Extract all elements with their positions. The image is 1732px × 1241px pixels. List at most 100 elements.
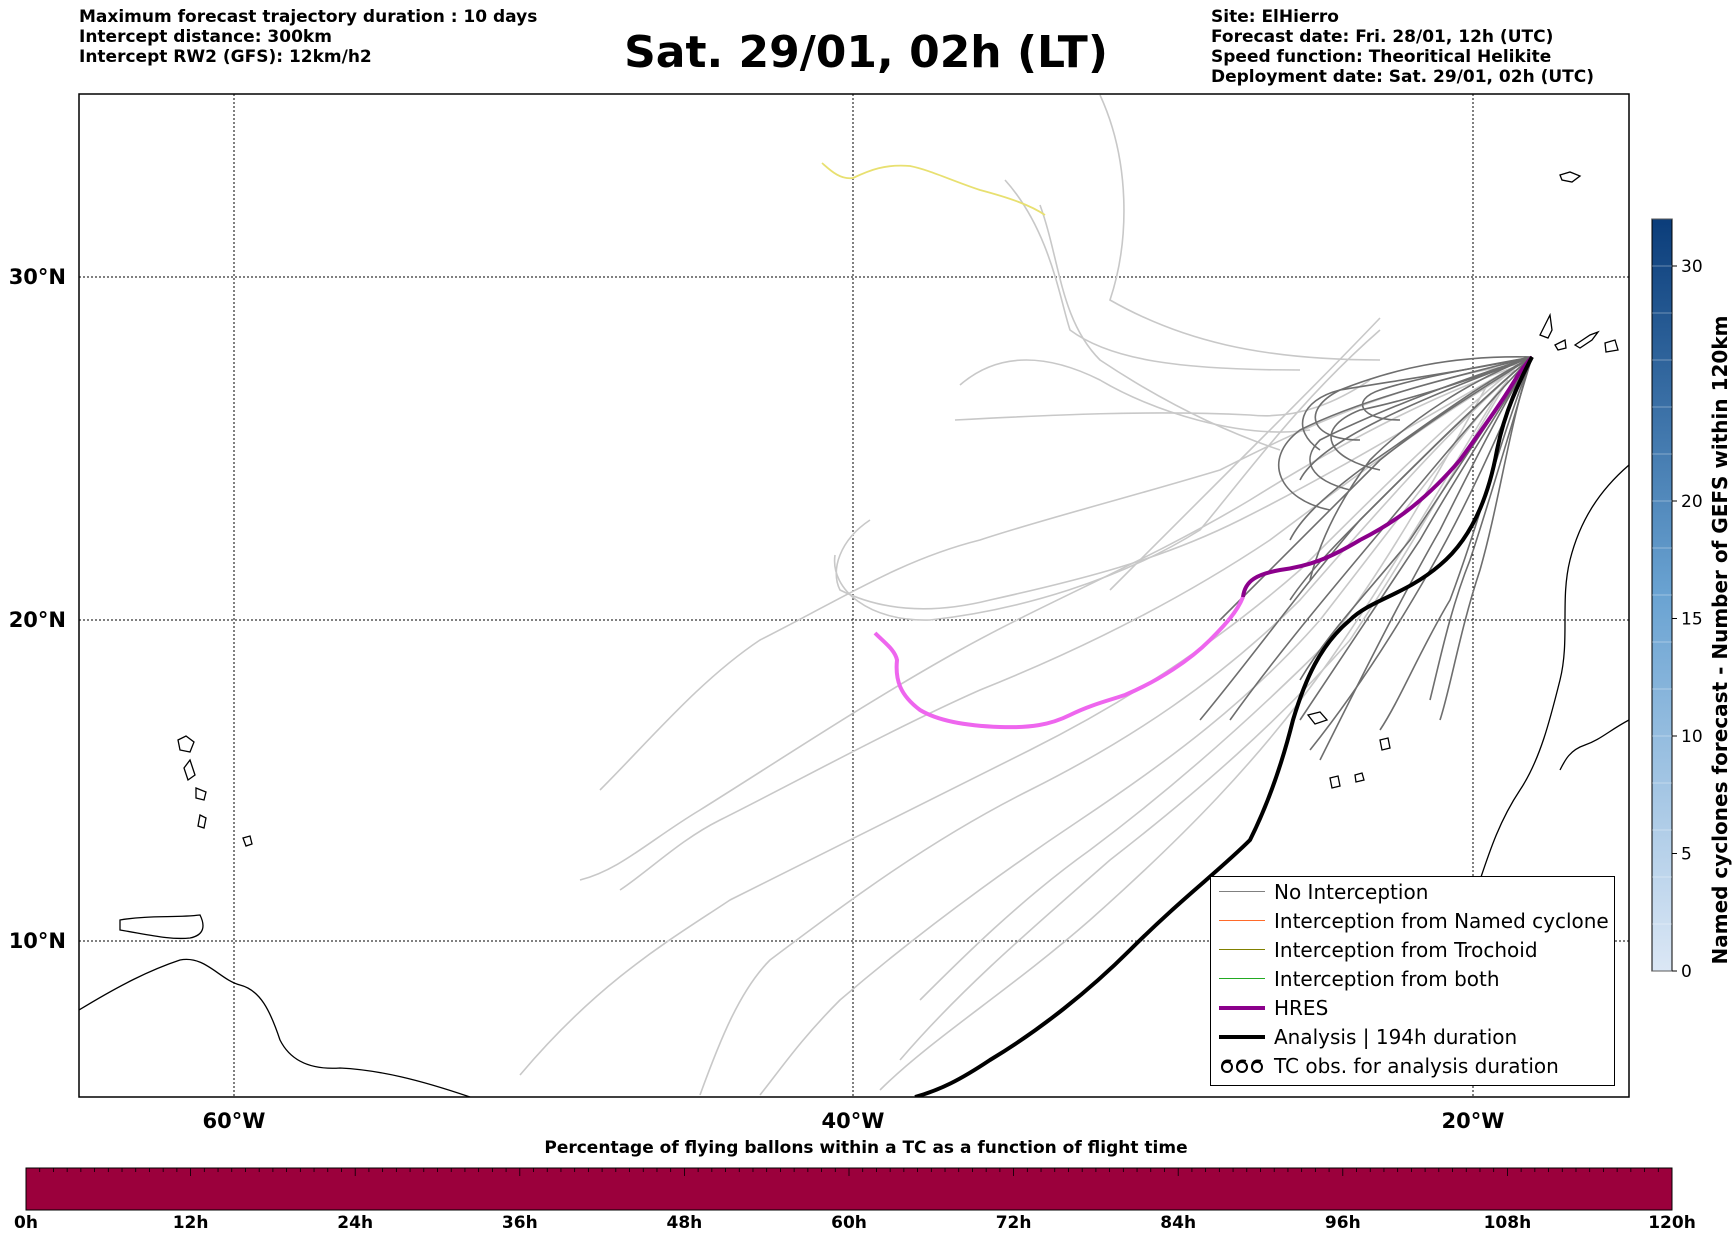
canary-island (1573, 330, 1600, 349)
map-frame (78, 93, 1630, 1098)
time-tick-label: 108h (1483, 1213, 1532, 1233)
ensemble-track (1314, 356, 1533, 441)
tc-percentage-ticks (25, 1168, 1673, 1176)
time-tick-label: 12h (172, 1213, 209, 1233)
run-info-line: Deployment date: Sat. 29/01, 02h (UTC) (1211, 67, 1595, 87)
caribbean-island (177, 735, 195, 753)
hres-track-old (873, 596, 1245, 730)
time-tick-label: 120h (1648, 1213, 1696, 1233)
ensemble-track (919, 379, 1491, 1001)
legend-item-hres: HRES (1211, 993, 1611, 1022)
cyclone-colorbar-tick-label: 0 (1681, 962, 1692, 982)
legend-label: HRES (1274, 996, 1329, 1020)
lon-label: 60°W (203, 1109, 266, 1133)
ensemble-track (1309, 356, 1533, 581)
ensemble-track (1379, 356, 1533, 731)
lat-label: 30°N (9, 265, 66, 289)
ensemble-track (835, 371, 1506, 610)
ensemble-track (1229, 356, 1533, 721)
cyclone-colorbar-tick-label: 10 (1681, 727, 1703, 747)
cape-verde-island (1329, 775, 1341, 789)
ensemble-tracks-old (519, 94, 1528, 1096)
legend-item-analysis: Analysis | 194h duration (1211, 1022, 1611, 1051)
analysis-track (914, 356, 1534, 1097)
ensemble-track (579, 364, 1521, 881)
ensemble-track (879, 389, 1501, 1091)
lat-label: 10°N (9, 929, 66, 953)
ensemble-track (1439, 356, 1533, 721)
legend-label: Interception from Named cyclone (1274, 909, 1609, 933)
ensemble-track (1330, 356, 1533, 471)
ensemble-track (619, 369, 1516, 891)
cape-verde-island (1306, 711, 1329, 725)
time-tick-label: 72h (995, 1213, 1032, 1233)
caribbean-island (242, 835, 253, 847)
ensemble-track (1319, 356, 1533, 761)
caribbean-island (195, 787, 207, 801)
legend-label: Analysis | 194h duration (1274, 1025, 1518, 1049)
ensemble-track (1277, 356, 1533, 511)
caribbean-island (183, 758, 196, 782)
ensemble-track (1109, 317, 1381, 591)
lat-label: 20°N (9, 608, 66, 632)
caribbean-island (197, 814, 207, 829)
legend-swatch (1219, 949, 1265, 950)
south-america-coast (79, 958, 471, 1097)
legend-swatch (1219, 1035, 1265, 1039)
ensemble-track (759, 379, 1509, 1096)
ensemble-track (1309, 356, 1533, 491)
legend-item-tc-obs: TC obs. for analysis duration (1211, 1051, 1611, 1080)
time-tick-label: 0h (14, 1213, 38, 1233)
legend: No Interception Interception from Named … (1210, 876, 1615, 1086)
time-tick-label: 24h (337, 1213, 374, 1233)
legend-swatch (1219, 891, 1265, 892)
cyclone-colorbar-ticks: 0 5 10 15 20 30 (1652, 218, 1703, 982)
africa-coast (1559, 719, 1629, 771)
ensemble-track (1289, 356, 1533, 541)
legend-item-named-cyclone: Interception from Named cyclone (1211, 906, 1611, 935)
ensemble-track (1039, 204, 1281, 451)
bottom-bar-title: Percentage of flying ballons within a TC… (544, 1138, 1188, 1158)
run-info-line: Forecast date: Fri. 28/01, 12h (UTC) (1211, 27, 1554, 47)
run-info-line: Intercept RW2 (GFS): 12km/h2 (79, 47, 372, 67)
ensemble-track (1219, 356, 1533, 621)
ensemble-track (899, 384, 1506, 1061)
cyclone-colorbar-tick-label: 20 (1681, 492, 1703, 512)
legend-swatch (1219, 920, 1265, 921)
island (119, 914, 204, 940)
cyclone-colorbar-fill (1651, 218, 1673, 972)
cyclone-colorbar-title: Named cyclones forecast - Number of GEFS… (1708, 315, 1732, 965)
ensemble-track (954, 379, 1371, 421)
ensemble-track (959, 359, 1311, 433)
ensemble-track (1299, 356, 1533, 721)
legend-item-trochoid: Interception from Trochoid (1211, 935, 1611, 964)
page-title: Sat. 29/01, 02h (LT) (624, 27, 1108, 78)
lon-label: 40°W (822, 1109, 885, 1133)
ensemble-track (699, 375, 1511, 1096)
hres-track-recent (1241, 355, 1534, 598)
run-info-line: Intercept distance: 300km (79, 27, 332, 47)
run-info-line: Maximum forecast trajectory duration : 1… (79, 7, 538, 27)
canary-island (1554, 339, 1567, 351)
run-info-line: Speed function: Theoritical Helikite (1211, 47, 1552, 67)
ensemble-track (1099, 94, 1381, 361)
run-info-right: Site: ElHierro Forecast date: Fri. 28/01… (1211, 7, 1594, 87)
cyclone-colorbar-tick-label: 15 (1681, 610, 1703, 630)
run-info-left: Maximum forecast trajectory duration : 1… (79, 7, 537, 67)
canary-island (1604, 339, 1619, 353)
legend-swatch (1219, 978, 1265, 979)
ensemble-track (1299, 356, 1533, 481)
cape-verde-island (1354, 772, 1365, 783)
cape-verde-island (1379, 737, 1391, 751)
canary-island (1539, 312, 1553, 339)
legend-label: No Interception (1274, 880, 1429, 904)
legend-label: TC obs. for analysis duration (1274, 1054, 1559, 1078)
ensemble-track (1361, 356, 1533, 421)
ensemble-track (519, 371, 1511, 1076)
time-tick-label: 96h (1324, 1213, 1361, 1233)
ensemble-track (599, 362, 1528, 791)
ensemble-track (1429, 356, 1533, 701)
lon-label: 20°W (1442, 1109, 1505, 1133)
run-info-line: Site: ElHierro (1211, 7, 1339, 27)
legend-swatch (1219, 1006, 1265, 1010)
